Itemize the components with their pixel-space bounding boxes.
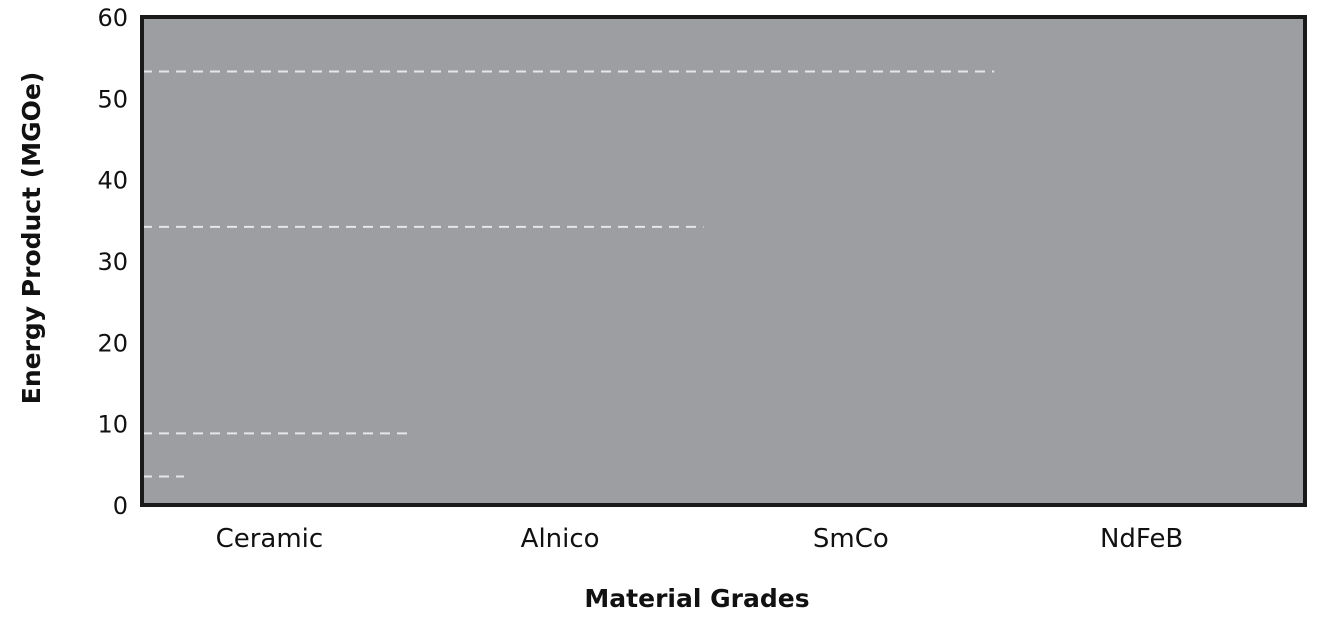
y-tick-label: 20 bbox=[97, 329, 128, 357]
y-tick-label: 30 bbox=[97, 248, 128, 276]
x-category-label: SmCo bbox=[813, 524, 889, 554]
y-axis-ticks: 0 10 20 30 40 50 60 bbox=[97, 4, 128, 520]
y-tick-label: 40 bbox=[97, 167, 128, 195]
y-tick-label: 60 bbox=[97, 4, 128, 32]
y-tick-label: 10 bbox=[97, 411, 128, 439]
y-tick-label: 0 bbox=[113, 492, 128, 520]
x-category-label: Ceramic bbox=[216, 524, 324, 554]
y-tick-label: 50 bbox=[97, 85, 128, 113]
x-category-label: NdFeB bbox=[1100, 524, 1183, 554]
reference-lines bbox=[142, 70, 995, 478]
plot-frame bbox=[140, 15, 1307, 507]
plot-area bbox=[142, 17, 1305, 505]
y-axis-title: Energy Product (MGOe) bbox=[17, 72, 46, 405]
x-axis-categories: Ceramic Alnico SmCo NdFeB bbox=[216, 524, 1184, 554]
x-category-label: Alnico bbox=[521, 524, 600, 554]
x-axis-title: Material Grades bbox=[584, 584, 809, 613]
